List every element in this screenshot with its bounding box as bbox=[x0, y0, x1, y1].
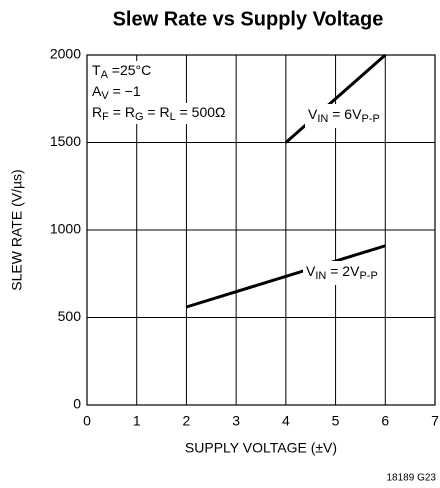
series-line bbox=[284, 53, 387, 144]
subscript: IN bbox=[315, 270, 326, 282]
subscript: F bbox=[102, 111, 109, 123]
x-tick-label: 7 bbox=[431, 413, 439, 429]
annotation-background bbox=[89, 103, 229, 124]
subscript: P-P bbox=[361, 113, 379, 125]
y-tick-label: 1500 bbox=[50, 133, 81, 149]
text-part: A bbox=[92, 83, 102, 99]
annotation-background bbox=[89, 82, 144, 103]
subscript: G bbox=[135, 111, 144, 123]
plot-frame bbox=[86, 54, 436, 406]
subscript: IN bbox=[317, 113, 328, 125]
series-label: VIN = 2VP-P bbox=[306, 263, 378, 282]
text-part: R bbox=[92, 104, 102, 120]
subscript: L bbox=[170, 111, 176, 123]
x-tick-label: 2 bbox=[183, 413, 191, 429]
text-part: = R bbox=[144, 104, 170, 120]
annotation: TA =25°C bbox=[92, 62, 151, 81]
x-axis-label: SUPPLY VOLTAGE (±V) bbox=[185, 440, 337, 456]
y-tick-label: 500 bbox=[58, 308, 82, 324]
text-part: T bbox=[92, 62, 101, 78]
x-tick-label: 4 bbox=[282, 413, 290, 429]
subscript: V bbox=[101, 90, 109, 102]
x-tick-label: 5 bbox=[332, 413, 340, 429]
subscript: P-P bbox=[359, 270, 377, 282]
text-part: = −1 bbox=[109, 83, 141, 99]
y-tick-label: 1000 bbox=[50, 221, 81, 237]
label-background bbox=[305, 104, 383, 128]
text-part: = 500Ω bbox=[176, 104, 226, 120]
x-tick-label: 1 bbox=[133, 413, 141, 429]
text-part: V bbox=[308, 106, 318, 122]
y-tick-label: 2000 bbox=[50, 46, 81, 62]
series-line bbox=[185, 244, 386, 309]
annotation: RF = RG = RL = 500Ω bbox=[92, 104, 225, 123]
footnote: 18189 G23 bbox=[387, 473, 437, 484]
x-tick-label: 3 bbox=[232, 413, 240, 429]
label-background bbox=[303, 261, 381, 285]
text-part: =25°C bbox=[108, 62, 151, 78]
series-label: VIN = 6VP-P bbox=[308, 106, 380, 125]
chart-title: Slew Rate vs Supply Voltage bbox=[113, 8, 384, 30]
annotation: AV = −1 bbox=[92, 83, 141, 102]
annotation-background bbox=[89, 61, 155, 82]
y-axis-label: SLEW RATE (V/µs) bbox=[9, 169, 25, 290]
x-tick-label: 6 bbox=[381, 413, 389, 429]
text-part: = 2V bbox=[326, 263, 360, 279]
x-tick-label: 0 bbox=[83, 413, 91, 429]
text-part: V bbox=[306, 263, 316, 279]
y-tick-label: 0 bbox=[73, 396, 81, 412]
subscript: A bbox=[101, 69, 109, 81]
text-part: = R bbox=[109, 104, 135, 120]
text-part: = 6V bbox=[328, 106, 362, 122]
